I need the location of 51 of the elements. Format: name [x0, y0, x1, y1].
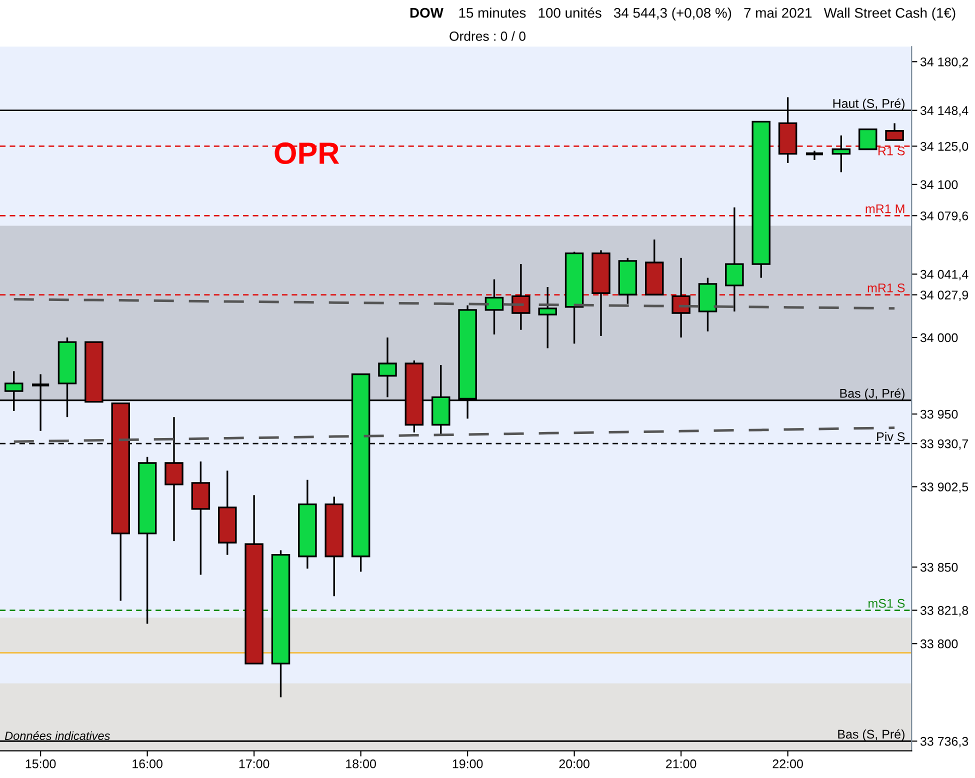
ref-line-label: Haut (S, Pré) [833, 98, 904, 110]
y-tick-label: 33 850 [920, 562, 958, 572]
x-tick-label: 18:00 [346, 759, 376, 768]
candlestick [832, 134, 851, 174]
candlestick [218, 470, 237, 556]
chart-title: DOW [410, 8, 444, 18]
candlestick [484, 278, 504, 336]
x-tick-label: 21:00 [666, 759, 696, 768]
ref-line-label: mS1 S [868, 598, 905, 608]
y-tick-label: 34 100 [920, 180, 958, 190]
candlestick [858, 128, 878, 150]
x-tick-label: 17:00 [239, 759, 270, 768]
x-tick-label: 22:00 [772, 759, 803, 768]
candlestick [644, 238, 664, 296]
y-tick-label: 33 736,3 [920, 736, 968, 748]
text: Ordres : 0 / 0 [450, 31, 526, 41]
candlestick [752, 120, 770, 279]
y-tick-label: 33 950 [920, 410, 958, 419]
y-tick-label: 34 000 [920, 333, 958, 342]
candlestick [512, 263, 530, 331]
candlestick [378, 336, 397, 398]
candlestick [298, 479, 317, 570]
candlestick [191, 460, 210, 576]
y-tick-label: 33 902,5 [920, 482, 968, 493]
x-tick-label: 20:00 [559, 759, 590, 768]
y-tick-label: 34 079,6 [920, 211, 968, 222]
candlestick [672, 257, 690, 338]
y-tick-label: 33 800 [920, 639, 958, 648]
x-tick-label: 15:00 [26, 759, 56, 768]
y-tick-label: 34 041,4 [920, 270, 968, 280]
ref-line-label: R1 S [878, 146, 905, 156]
ref-line-label: mR1 M [866, 204, 904, 214]
annotation: Données indicatives [4, 731, 110, 740]
ref-line-label: Bas (J, Pré) [840, 388, 904, 400]
candlestick [538, 286, 557, 350]
chart-subtitle: 15 minutes 100 unités 34 544,3 (+0,08 %) 7 mai 2021 Wall Street Cash (1€) [459, 7, 956, 21]
y-tick-label: 34 027,9 [920, 290, 968, 301]
y-tick-label: 33 821,8 [920, 606, 968, 616]
y-tick-label: 34 125,0 [920, 142, 968, 152]
x-tick-label: 19:00 [452, 759, 483, 768]
y-tick-label: 34 180,2 [920, 57, 968, 68]
ref-line-label: mR1 S [868, 283, 905, 292]
candlestick [885, 122, 904, 141]
candlestick [244, 494, 264, 664]
ref-line-label: Piv S [877, 432, 905, 442]
y-tick-label: 33 930,7 [920, 439, 968, 450]
y-tick-label: 34 148,4 [920, 106, 968, 116]
candlestick [725, 206, 744, 312]
annotation: OPR [274, 142, 340, 164]
ref-line-label: Bas (S, Pré) [838, 729, 904, 742]
x-tick-label: 16:00 [132, 759, 162, 768]
